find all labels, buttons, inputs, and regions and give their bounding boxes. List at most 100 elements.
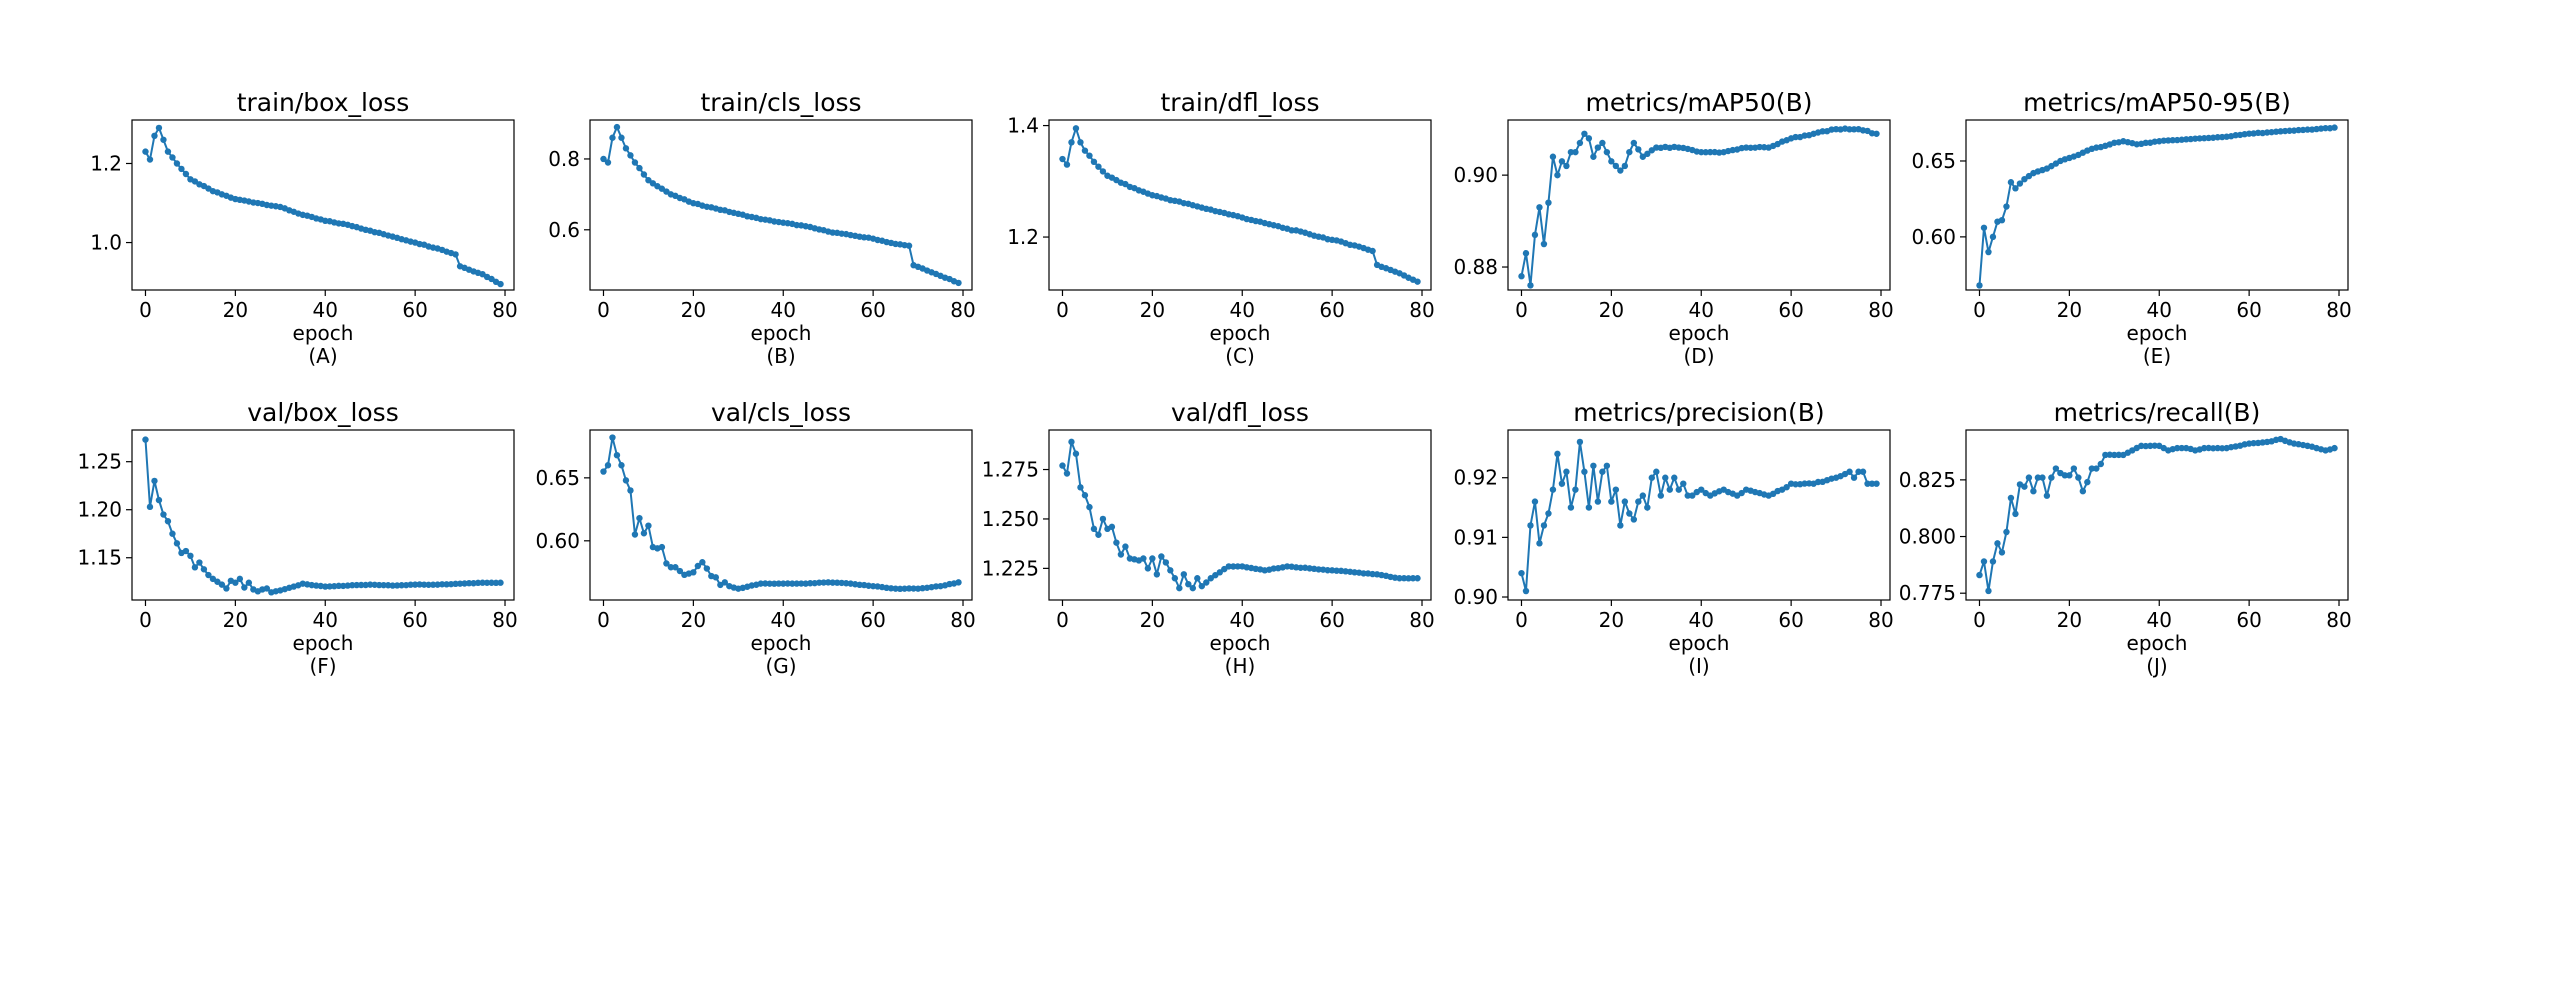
- data-point: [465, 580, 473, 587]
- data-point: [1698, 148, 1705, 156]
- x-tick-label: 60: [860, 298, 885, 322]
- data-point: [2142, 139, 2149, 147]
- series-line: [602, 437, 959, 590]
- chart-title: metrics/recall(B): [2054, 398, 2261, 427]
- data-point: [1063, 470, 1071, 477]
- data-point: [1608, 498, 1615, 505]
- data-point: [1657, 492, 1665, 499]
- data-point: [497, 579, 504, 586]
- data-point: [2183, 136, 2190, 143]
- data-point: [443, 581, 450, 588]
- data-point: [1117, 551, 1125, 558]
- data-point: [1644, 504, 1651, 511]
- x-tick-label: 0: [597, 298, 610, 322]
- data-point: [1549, 486, 1557, 493]
- data-point: [2007, 494, 2015, 502]
- data-point: [1873, 480, 1880, 487]
- data-point: [245, 579, 253, 586]
- chart-panel-4: metrics/mAP50(B) 0 20 40 60 80 0.88 0.90 epoch(D…: [1453, 88, 1893, 368]
- x-tick-label: 40: [2147, 608, 2172, 632]
- data-point: [757, 580, 764, 587]
- data-point: [2093, 465, 2100, 472]
- data-point: [676, 567, 684, 575]
- data-point: [622, 145, 630, 152]
- data-point: [780, 580, 787, 587]
- data-point: [2304, 126, 2311, 133]
- x-tick-label: 80: [950, 608, 975, 632]
- x-tick-label: 80: [950, 298, 975, 322]
- data-point: [1621, 498, 1629, 505]
- data-point: [721, 579, 729, 586]
- chart-panel-10: metrics/recall(B) 0 20 40 60 80 0.775 0.800 0.82…: [1899, 398, 2352, 678]
- data-point: [636, 514, 643, 522]
- data-point: [609, 434, 616, 441]
- data-point: [712, 574, 720, 581]
- data-point: [1540, 522, 1548, 529]
- data-point: [1288, 227, 1295, 234]
- data-point: [604, 159, 612, 166]
- y-tick-label: 0.92: [1453, 466, 1498, 490]
- data-point: [699, 559, 706, 566]
- data-point: [1567, 504, 1575, 511]
- data-point: [483, 579, 491, 586]
- y-tick-label: 0.8: [548, 147, 580, 171]
- data-point: [420, 581, 428, 588]
- y-tick-label: 1.0: [90, 231, 122, 255]
- data-point: [2102, 451, 2109, 459]
- data-point: [2111, 451, 2118, 459]
- data-point: [645, 522, 652, 529]
- plot-frame: [1507, 429, 1891, 601]
- y-tick-label: 1.2: [1007, 225, 1039, 249]
- data-point: [2218, 445, 2226, 452]
- data-point: [142, 148, 149, 155]
- data-point: [182, 547, 190, 555]
- data-point: [236, 575, 244, 583]
- chart-title: metrics/mAP50(B): [1586, 88, 1813, 117]
- data-point: [2007, 179, 2015, 186]
- y-tick-label: 0.6: [548, 218, 580, 242]
- data-point: [829, 579, 836, 586]
- data-point: [1814, 478, 1822, 486]
- y-tick-label: 0.88: [1453, 255, 1498, 279]
- data-point: [1167, 567, 1174, 574]
- x-tick-label: 40: [1230, 608, 1255, 632]
- x-axis-label: epoch: [1210, 321, 1271, 345]
- data-point: [1666, 486, 1673, 493]
- chart-title: val/cls_loss: [711, 398, 851, 427]
- data-point: [182, 170, 190, 178]
- data-point: [2178, 444, 2185, 452]
- data-point: [1819, 128, 1826, 135]
- data-point: [2331, 124, 2338, 131]
- data-point: [1063, 161, 1071, 168]
- data-point: [2016, 180, 2024, 187]
- data-point: [1068, 139, 1075, 146]
- data-point: [1414, 278, 1421, 285]
- x-axis-label: epoch: [751, 631, 812, 655]
- data-point: [631, 159, 639, 166]
- data-point: [322, 583, 329, 590]
- x-tick-label: 0: [1515, 608, 1528, 632]
- x-tick-label: 60: [1778, 298, 1803, 322]
- data-point: [1554, 171, 1561, 179]
- data-point: [142, 436, 149, 443]
- data-point: [1369, 247, 1376, 255]
- data-point: [456, 580, 464, 587]
- y-tick-label: 0.825: [1899, 468, 1956, 492]
- series-line: [1061, 125, 1418, 283]
- data-point: [1572, 486, 1579, 493]
- data-point: [160, 136, 167, 143]
- chart-panel-7: val/cls_loss 0 20 40 60 80 0.60 0.65 epoch(G): [535, 398, 975, 678]
- panel-label: (B): [766, 344, 795, 368]
- data-point: [604, 462, 612, 469]
- data-point: [1599, 139, 1606, 147]
- data-point: [1297, 564, 1304, 571]
- data-point: [155, 496, 163, 504]
- x-tick-label: 40: [771, 298, 796, 322]
- data-point: [600, 468, 607, 475]
- data-point: [1989, 233, 1997, 241]
- data-point: [640, 171, 648, 178]
- data-point: [1585, 135, 1593, 142]
- data-point: [1563, 162, 1570, 170]
- plot-frame: [589, 119, 973, 291]
- data-point: [627, 487, 634, 494]
